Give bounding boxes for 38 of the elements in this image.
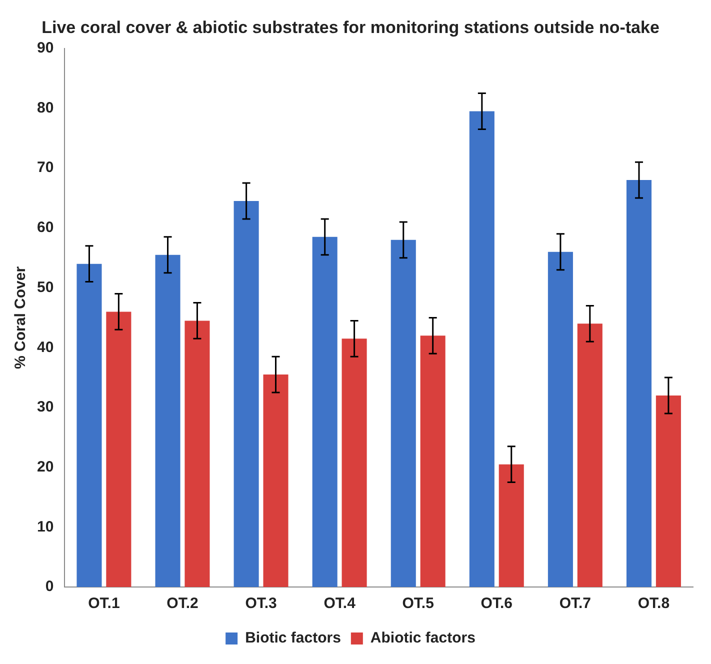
y-axis-title: % Coral Cover <box>12 266 30 369</box>
x-tick-label: OT.4 <box>324 595 356 612</box>
x-tick-label: OT.7 <box>559 595 592 612</box>
bar <box>184 320 210 587</box>
bar <box>342 338 367 587</box>
x-tick-label: OT.1 <box>88 595 120 612</box>
bar <box>76 264 102 587</box>
bar <box>656 396 681 587</box>
bar <box>498 464 524 587</box>
bar <box>469 111 494 587</box>
y-tick-label: 80 <box>36 99 54 116</box>
x-tick-label: OT.2 <box>166 595 198 612</box>
bar <box>312 236 338 587</box>
bar <box>106 312 132 587</box>
bar <box>420 336 446 587</box>
bar <box>263 374 288 587</box>
x-tick-label: OT.3 <box>245 595 277 612</box>
bar <box>626 180 652 587</box>
chart-title: Live coral cover & abiotic substrates for monitoring stations outside no-take <box>42 18 660 37</box>
y-tick-label: 90 <box>36 40 54 57</box>
y-tick-label: 40 <box>36 338 54 356</box>
x-tick-label: OT.6 <box>480 595 512 612</box>
legend-label: Abiotic factors <box>370 630 476 647</box>
x-tick-label: OT.5 <box>402 595 434 612</box>
y-tick-label: 20 <box>36 458 54 476</box>
y-tick-label: 10 <box>36 518 54 536</box>
bar <box>390 240 416 587</box>
y-tick-label: 30 <box>36 398 54 416</box>
legend-label: Biotic factors <box>245 630 341 647</box>
y-tick-label: 60 <box>36 219 54 236</box>
bar <box>548 252 573 587</box>
bar <box>234 201 259 587</box>
y-tick-label: 0 <box>45 578 54 596</box>
y-tick-label: 70 <box>36 159 54 176</box>
bar <box>577 324 602 587</box>
y-tick-label: 50 <box>36 278 54 296</box>
x-tick-label: OT.8 <box>638 595 670 612</box>
bar <box>155 254 180 587</box>
